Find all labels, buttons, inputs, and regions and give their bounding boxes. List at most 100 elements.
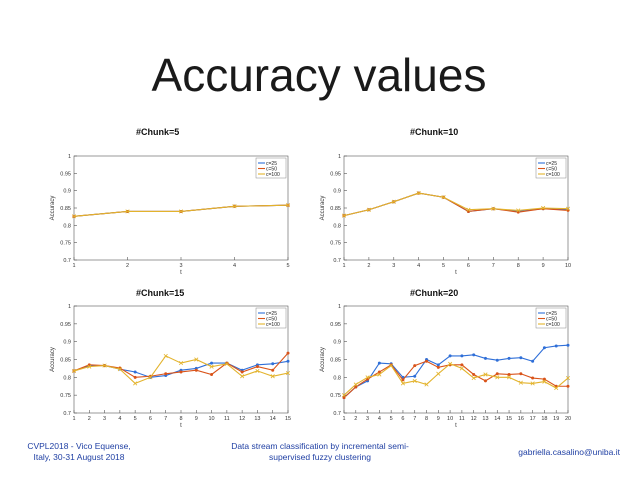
data-point — [519, 356, 523, 360]
y-tick-label: 0.85 — [60, 358, 71, 364]
series-line-0 — [343, 344, 569, 399]
legend-label: c=25 — [266, 161, 277, 167]
chart-title-chunk15: #Chunk=15 — [136, 288, 185, 298]
x-tick-label: 10 — [565, 263, 571, 269]
footer-conference-line2: Italy, 30-31 August 2018 — [33, 452, 125, 462]
data-point — [178, 360, 184, 366]
x-tick-label: 13 — [254, 416, 260, 422]
footer-conference: CVPL2018 - Vico Equense, Italy, 30-31 Au… — [14, 441, 144, 463]
y-tick-label: 0.95 — [330, 171, 341, 177]
x-tick-label: 3 — [392, 263, 395, 269]
data-point — [341, 393, 347, 398]
data-point — [425, 359, 429, 363]
data-point — [240, 374, 245, 379]
x-tick-label: 17 — [530, 416, 536, 422]
x-tick-label: 4 — [378, 416, 381, 422]
data-point — [353, 382, 358, 387]
data-point — [401, 378, 405, 382]
x-tick-label: 5 — [442, 263, 445, 269]
plot-frame — [73, 305, 289, 414]
data-point — [516, 208, 521, 213]
x-tick-label: 3 — [103, 416, 106, 422]
data-point — [366, 207, 371, 212]
data-point — [148, 375, 153, 380]
legend-label: c=50 — [266, 166, 277, 172]
plot-frame — [343, 305, 569, 414]
x-tick-label: 14 — [270, 416, 276, 422]
data-point — [286, 351, 290, 355]
plot-frame — [73, 155, 289, 261]
data-point — [472, 372, 476, 376]
y-tick-label: 0.9 — [63, 189, 71, 195]
data-point — [210, 361, 214, 365]
data-point — [491, 206, 496, 211]
data-point — [377, 372, 382, 377]
x-tick-label: 8 — [517, 263, 520, 269]
data-point — [133, 370, 137, 374]
x-tick-label: 15 — [285, 416, 291, 422]
x-tick-label: 1 — [72, 416, 75, 422]
data-point — [178, 209, 184, 214]
y-tick-label: 0.75 — [60, 241, 71, 247]
data-point — [271, 362, 275, 366]
chart-title-chunk20: #Chunk=20 — [410, 288, 459, 298]
data-point — [285, 203, 291, 208]
data-point — [541, 205, 546, 211]
y-tick-label: 0.75 — [60, 393, 71, 399]
x-tick-label: 7 — [164, 416, 167, 422]
data-point — [566, 343, 570, 347]
legend-label: c=25 — [266, 311, 277, 317]
footer-email[interactable]: gabriella.casalino@uniba.it — [518, 447, 620, 457]
data-point — [483, 372, 488, 377]
data-point — [448, 354, 452, 358]
y-tick-label: 0.8 — [333, 375, 341, 381]
y-tick-label: 0.95 — [330, 322, 341, 328]
legend-label: c=25 — [546, 311, 557, 317]
y-tick-label: 0.8 — [63, 375, 71, 381]
x-axis-label: t — [180, 270, 182, 276]
data-point — [71, 214, 77, 219]
x-tick-label: 2 — [367, 263, 370, 269]
x-tick-label: 15 — [506, 416, 512, 422]
x-tick-label: 9 — [195, 416, 198, 422]
data-point — [224, 361, 229, 366]
data-point — [209, 364, 214, 369]
data-point — [102, 363, 107, 368]
x-tick-label: 4 — [417, 263, 420, 269]
x-axis-label: t — [455, 423, 457, 429]
data-point — [341, 213, 347, 218]
x-tick-label: 8 — [425, 416, 428, 422]
data-point — [441, 195, 446, 200]
footer-conference-line1: CVPL2018 - Vico Equense, — [27, 441, 131, 451]
data-point — [460, 354, 464, 358]
x-tick-label: 5 — [390, 416, 393, 422]
y-tick-label: 0.8 — [63, 223, 71, 229]
data-point — [472, 353, 476, 357]
data-point — [255, 365, 259, 369]
x-tick-label: 6 — [149, 416, 152, 422]
data-point — [507, 372, 511, 376]
x-tick-label: 5 — [286, 263, 289, 269]
footer-paper-line2: supervised fuzzy clustering — [268, 452, 372, 462]
x-tick-label: 9 — [542, 263, 545, 269]
y-tick-label: 1 — [338, 154, 341, 160]
chart-title-chunk5: #Chunk=5 — [136, 127, 180, 137]
y-tick-label: 0.9 — [63, 340, 71, 346]
x-tick-label: 3 — [179, 263, 182, 269]
data-point — [495, 358, 499, 362]
data-point — [507, 356, 511, 360]
x-tick-label: 7 — [413, 416, 416, 422]
x-tick-label: 11 — [224, 416, 230, 422]
x-tick-label: 18 — [541, 416, 547, 422]
data-point — [194, 368, 198, 372]
data-point — [342, 396, 346, 400]
data-point — [240, 370, 244, 374]
data-point — [391, 199, 396, 204]
y-tick-label: 0.95 — [60, 171, 71, 177]
y-tick-label: 0.7 — [63, 258, 71, 264]
legend-label: c=50 — [266, 316, 277, 322]
y-axis-label: Accuracy — [320, 347, 326, 372]
data-point — [285, 370, 291, 376]
data-point — [270, 374, 275, 379]
